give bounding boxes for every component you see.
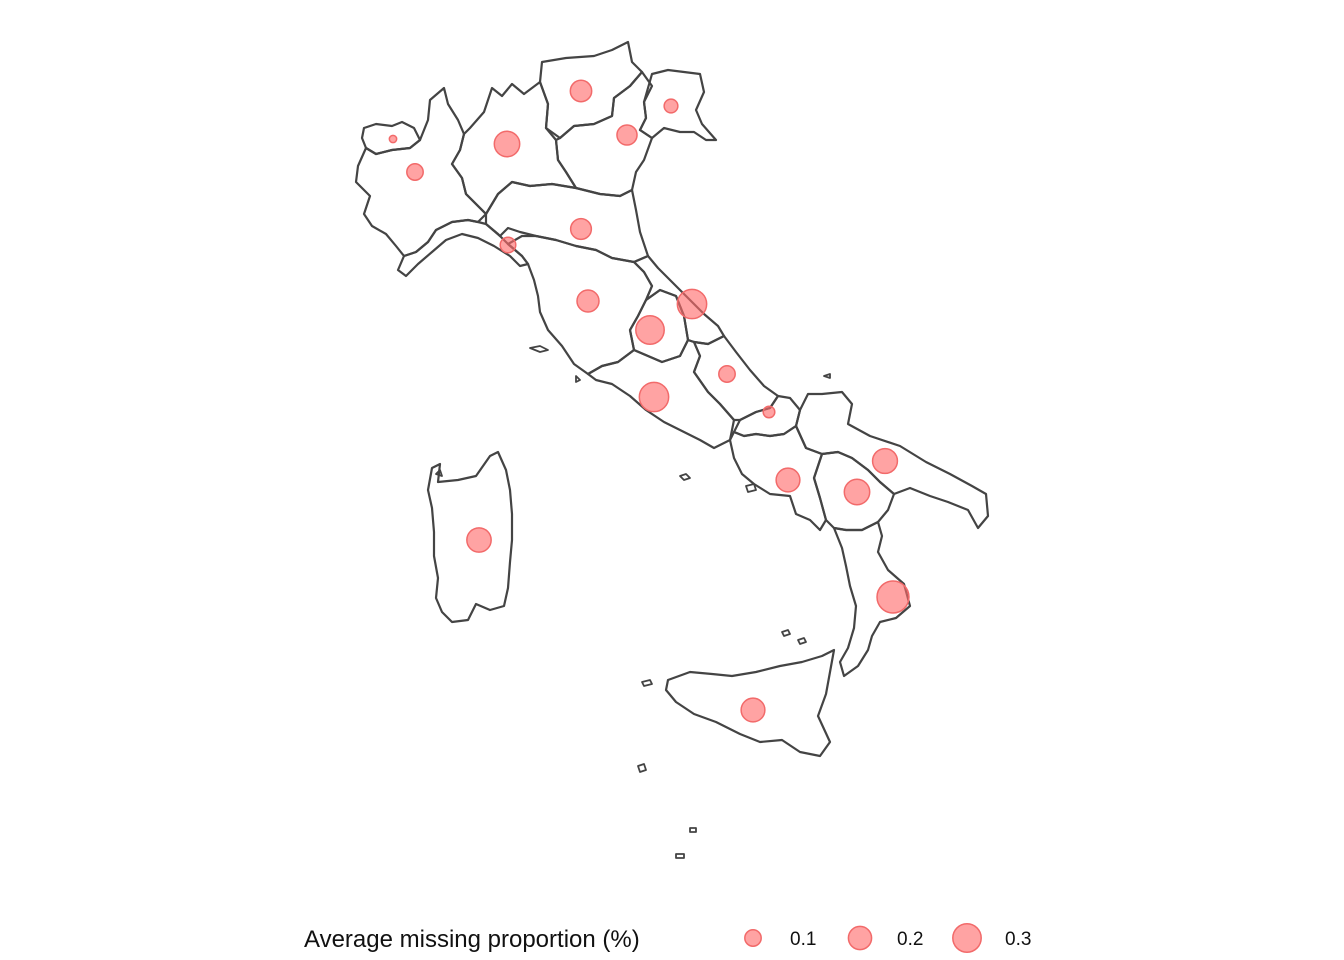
bubble-liguria <box>499 236 517 254</box>
region-sicilia <box>664 648 836 758</box>
bubble-calabria <box>876 580 910 614</box>
legend-title: Average missing proportion (%) <box>304 926 640 953</box>
island-giglio <box>575 375 581 383</box>
legend-key-0.3: 0.3 <box>952 923 1031 953</box>
bubble-puglia <box>871 447 899 475</box>
legend-circle-0.1 <box>744 929 762 947</box>
legend-label-0.1: 0.1 <box>790 929 816 950</box>
legend-circle-0.3 <box>952 923 982 953</box>
island-asinara <box>435 469 443 477</box>
bubble-marche <box>676 288 708 320</box>
bubble-valle-d-aosta <box>388 134 398 144</box>
legend-label-0.2: 0.2 <box>897 929 923 950</box>
legend-key-0.2: 0.2 <box>847 925 923 951</box>
bubble-lazio <box>638 381 670 413</box>
bubble-umbria <box>635 315 665 345</box>
island-elba <box>529 345 549 353</box>
bubble-molise <box>762 405 776 419</box>
legend-circle-0.2 <box>847 925 873 951</box>
legend: Average missing proportion (%) 0.1 0.2 0… <box>304 923 1031 953</box>
island-lampedusa <box>675 853 685 859</box>
bubble-piemonte <box>406 163 424 181</box>
region-friuli-venezia-giulia <box>638 68 718 142</box>
island-pantelleria <box>637 763 647 773</box>
region-borders <box>354 40 990 758</box>
island-ponza <box>679 473 691 481</box>
island-eolie-b <box>797 637 807 645</box>
bubble-basilicata <box>843 478 871 506</box>
legend-label-0.3: 0.3 <box>1005 929 1031 950</box>
island-tremiti <box>823 373 831 379</box>
bubble-friuli-venezia-giulia <box>663 98 679 114</box>
island-malta-area <box>689 827 697 833</box>
bubble-lombardia <box>493 130 521 158</box>
bubble-veneto <box>616 124 638 146</box>
region-calabria <box>832 520 912 678</box>
legend-key-0.1: 0.1 <box>744 929 816 950</box>
bubble-toscana <box>576 289 600 313</box>
bubble-trentino-alto-adige <box>569 79 593 103</box>
bubble-abruzzo <box>718 365 736 383</box>
bubble-sardegna <box>466 527 492 553</box>
island-ischia <box>745 483 757 493</box>
bubbles-layer <box>388 79 910 723</box>
bubble-sicilia <box>740 697 766 723</box>
small-islands <box>435 345 831 859</box>
island-eolie-a <box>781 629 791 637</box>
bubble-campania <box>775 467 801 493</box>
island-egadi <box>641 679 653 687</box>
region-sardegna <box>426 450 514 624</box>
bubble-emilia-romagna <box>569 217 593 241</box>
